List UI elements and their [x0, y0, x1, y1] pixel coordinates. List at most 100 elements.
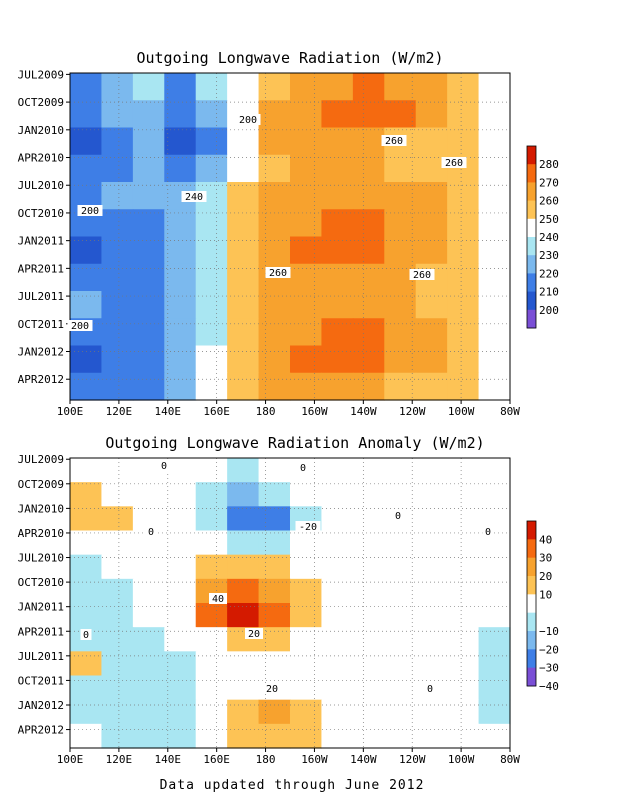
x-tick-label: 180 — [256, 753, 276, 766]
heat-cell — [321, 372, 354, 401]
heat-cell — [164, 530, 197, 556]
heat-cell — [478, 209, 511, 238]
colorbar-tick-label: 10 — [539, 588, 552, 601]
heat-cell — [321, 651, 354, 677]
heat-cell — [447, 723, 480, 749]
colorbar-swatch — [527, 182, 536, 201]
heat-cell — [132, 651, 165, 677]
heat-cell — [227, 651, 260, 677]
heat-cell — [384, 318, 417, 347]
heat-cell — [258, 236, 291, 265]
contour-label: 0 — [300, 463, 306, 474]
contour-label-bg — [424, 683, 436, 694]
heat-cell — [164, 699, 197, 725]
heat-cell — [321, 236, 354, 265]
x-tick-label: 80W — [500, 753, 520, 766]
heat-cell — [447, 458, 480, 483]
heat-cell — [70, 372, 103, 401]
colorbar-swatch — [527, 237, 536, 256]
heat-cell — [384, 627, 417, 652]
heat-cell — [352, 263, 385, 292]
heat-cell — [227, 723, 260, 749]
heat-cell — [227, 372, 260, 401]
heat-cell — [132, 100, 165, 129]
heat-cell — [478, 458, 511, 483]
x-tick-label: 120E — [106, 405, 133, 418]
heat-cell — [164, 318, 197, 347]
heat-cell — [227, 291, 260, 319]
contour-label: 0 — [161, 461, 167, 472]
heat-cell — [478, 723, 511, 749]
heat-cell — [132, 554, 165, 580]
heat-cell — [164, 723, 197, 749]
heat-cell — [384, 651, 417, 677]
heat-cell — [447, 182, 480, 210]
heat-cell — [258, 291, 291, 319]
heat-cell — [321, 127, 354, 156]
heat-cell — [101, 530, 134, 556]
heat-cell — [70, 578, 103, 604]
y-tick-label: JUL2009 — [18, 453, 64, 466]
colorbar-swatch — [527, 218, 536, 238]
heat-cell — [101, 482, 134, 507]
heat-cell — [290, 530, 323, 556]
heat-cell — [478, 554, 511, 580]
colorbar-tick-label: 30 — [539, 552, 552, 565]
heat-cell — [290, 209, 323, 238]
heat-cell — [321, 458, 354, 483]
y-tick-label: APR2011 — [18, 625, 64, 638]
colorbar-swatch — [527, 521, 536, 540]
colorbar-tick-label: −10 — [539, 625, 559, 638]
heat-cell — [478, 236, 511, 265]
contour-label-bg — [67, 320, 93, 331]
heat-cell — [101, 100, 134, 129]
colorbar-swatch — [527, 557, 536, 577]
y-tick-label: OCT2009 — [18, 96, 64, 109]
olr-y-ticks: JUL2009 OCT2009 JAN2010 APR2010 JUL2010 OCT20… — [18, 68, 70, 386]
heat-cell — [101, 651, 134, 677]
heat-cell — [321, 209, 354, 238]
heat-cell — [384, 723, 417, 749]
contour-label: 0 — [395, 511, 401, 522]
heat-cell — [70, 100, 103, 129]
heat-cell — [195, 675, 228, 701]
heat-cell — [290, 372, 323, 401]
heat-cell — [164, 127, 197, 156]
heat-cell — [415, 723, 448, 749]
colorbar-tick-label: 220 — [539, 267, 559, 280]
heat-cell — [70, 291, 103, 319]
heat-cell — [352, 651, 385, 677]
contour-label: 0 — [83, 630, 89, 641]
heat-cell — [70, 723, 103, 749]
colorbar-tick-label: 200 — [539, 304, 559, 317]
heat-cell — [101, 675, 134, 701]
y-tick-label: JUL2010 — [18, 179, 64, 192]
heat-cell — [415, 127, 448, 156]
olr-colorbar: 280 270 260 250 240 230 220 210 200 — [526, 145, 559, 329]
contour-label-bg — [181, 191, 207, 202]
heat-cell — [164, 627, 197, 652]
heat-cell — [321, 182, 354, 210]
y-tick-label: OCT2011 — [18, 674, 64, 687]
heat-cell — [227, 73, 260, 101]
heat-cell — [321, 554, 354, 580]
colorbar-tick-label: −30 — [539, 662, 559, 675]
heat-cell — [384, 182, 417, 210]
heat-cell — [101, 73, 134, 101]
heat-cell — [164, 263, 197, 292]
heat-cell — [258, 482, 291, 507]
contour-label: 260 — [445, 158, 463, 169]
heat-cell — [352, 675, 385, 701]
heat-cell — [384, 675, 417, 701]
heat-cell — [290, 723, 323, 749]
y-tick-label: APR2011 — [18, 262, 64, 275]
heat-cell — [478, 603, 511, 628]
heat-cell — [132, 182, 165, 210]
heat-cell — [290, 627, 323, 652]
heat-cell — [415, 603, 448, 628]
heat-cell — [195, 506, 228, 532]
heat-cell — [321, 627, 354, 652]
contour-label-bg — [263, 683, 281, 694]
heat-cell — [415, 236, 448, 265]
